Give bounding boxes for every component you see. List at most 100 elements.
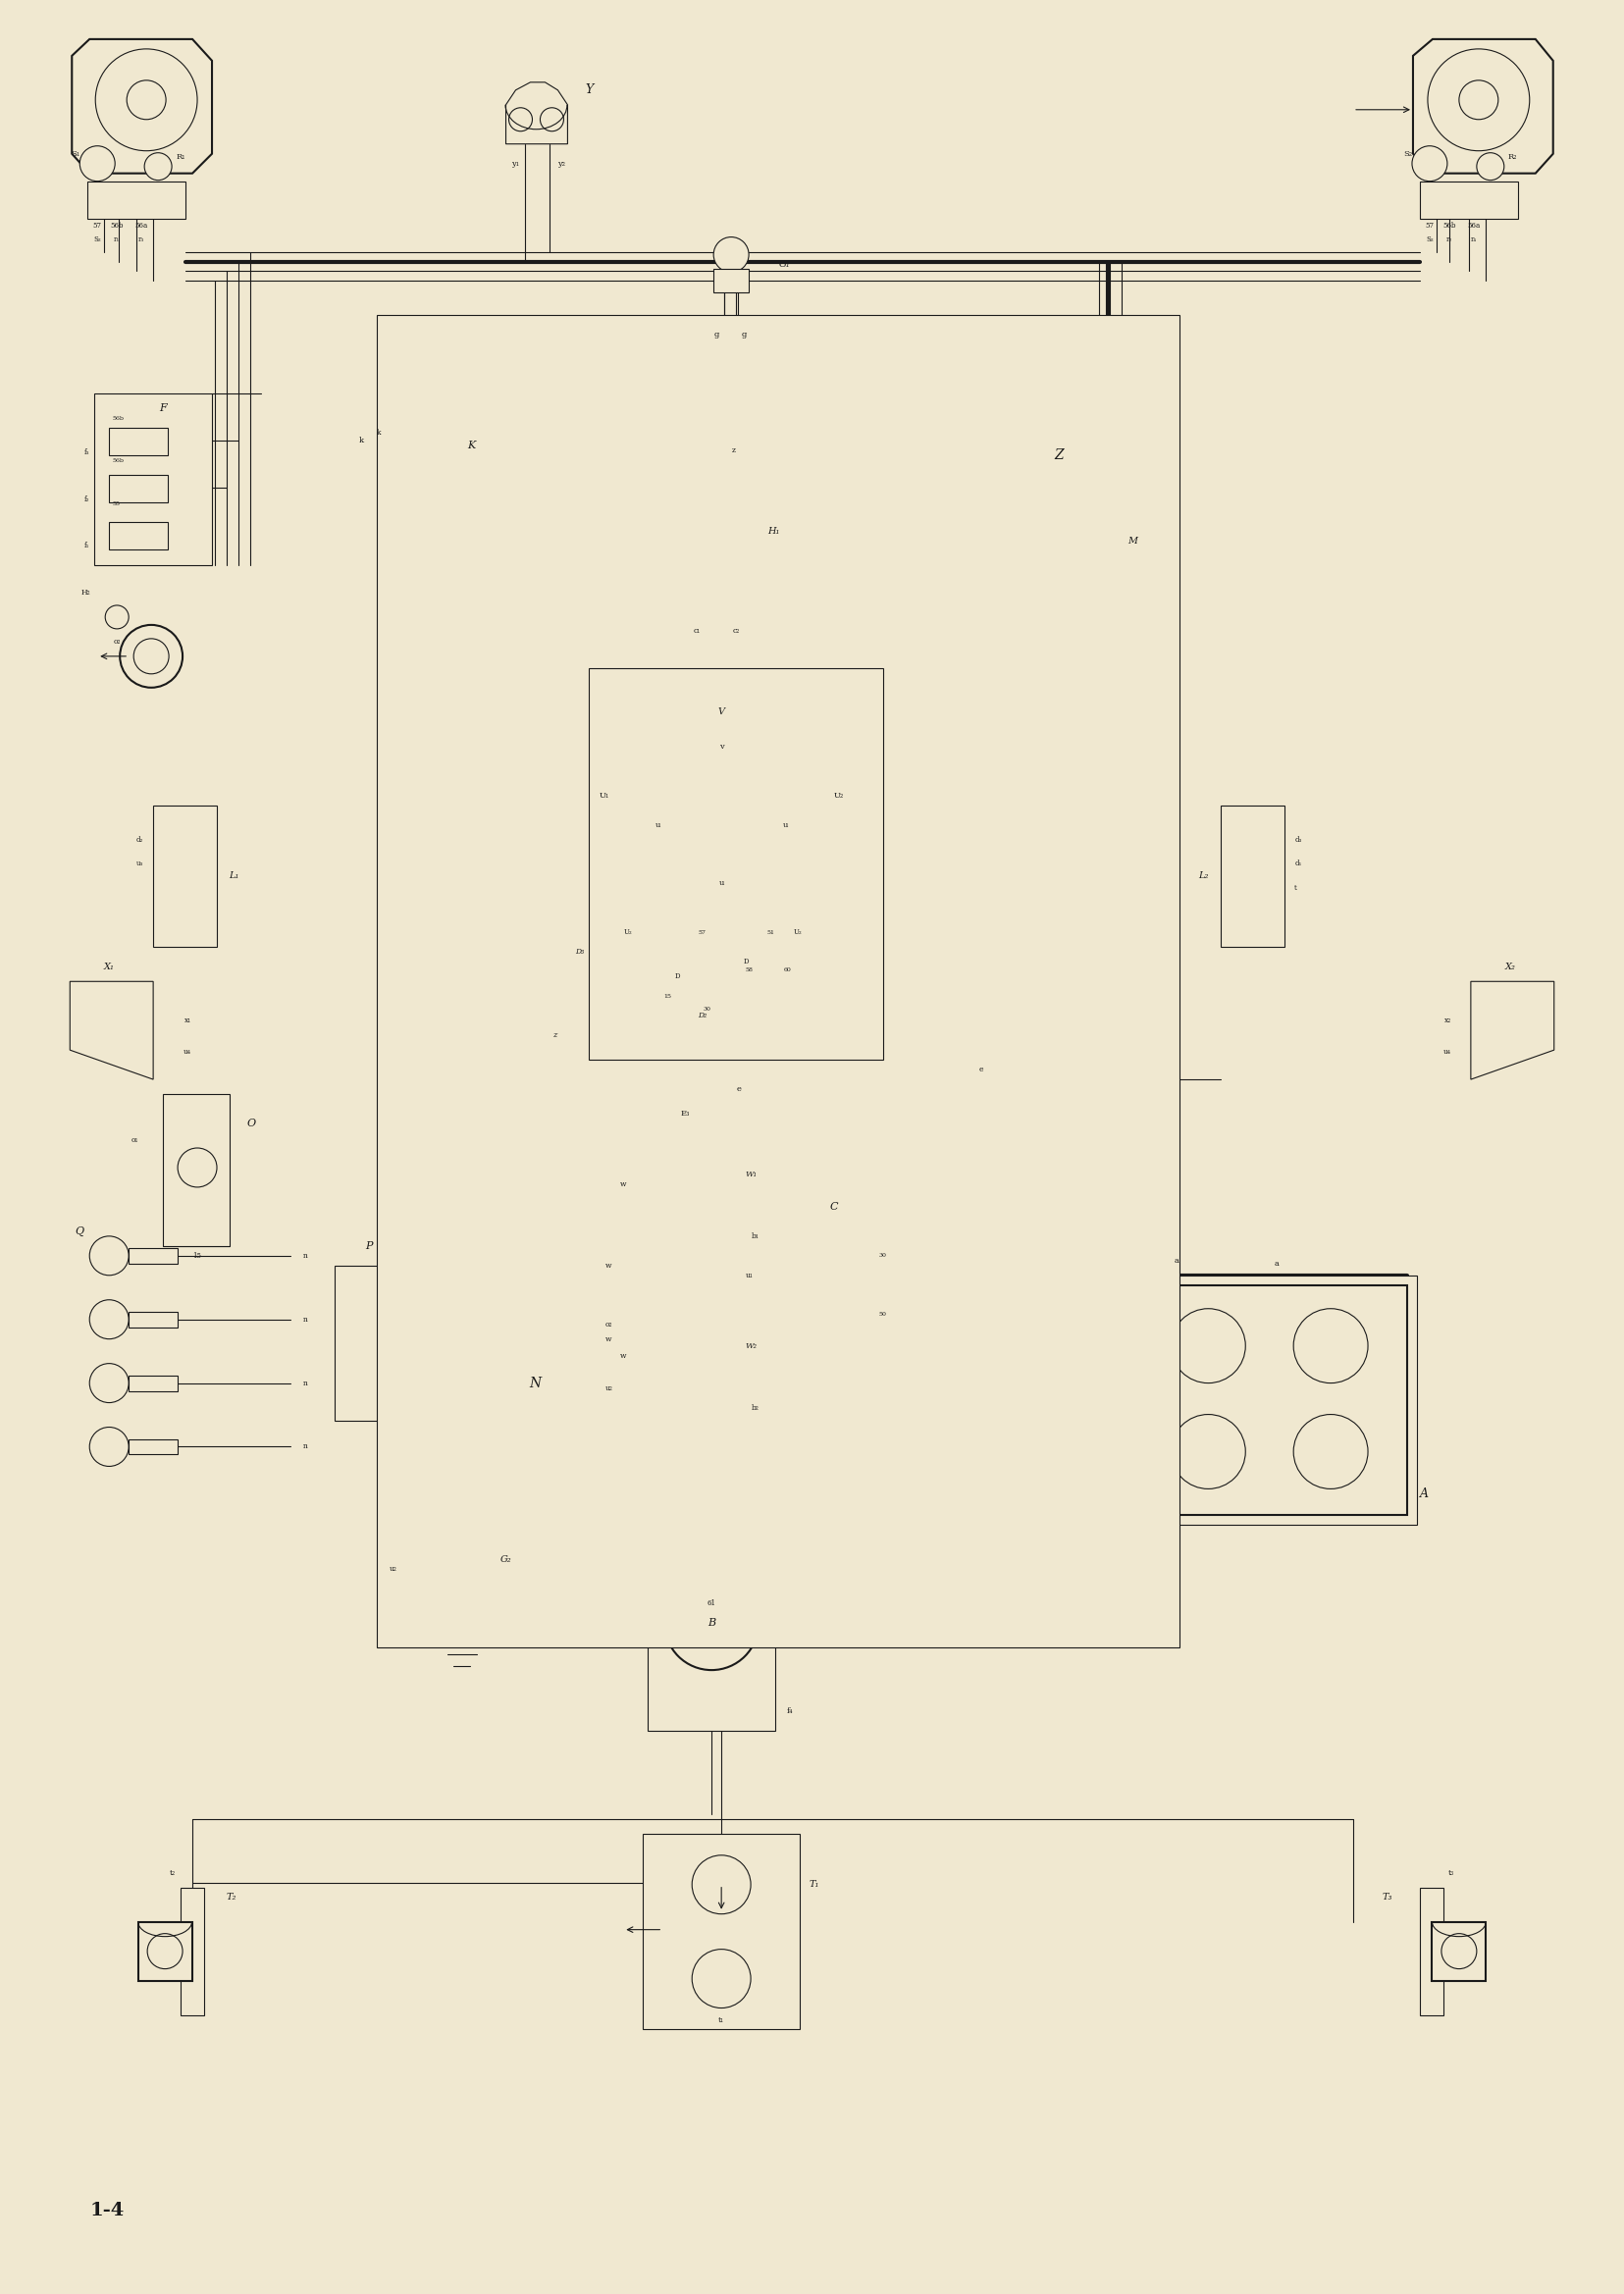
Text: W₂: W₂	[744, 1342, 757, 1349]
Text: V: V	[718, 707, 724, 716]
Text: K: K	[468, 440, 476, 450]
Circle shape	[1427, 48, 1528, 151]
Circle shape	[653, 952, 700, 1000]
Circle shape	[120, 624, 182, 688]
Text: 30: 30	[702, 1007, 710, 1012]
Circle shape	[848, 1379, 918, 1448]
Text: y₁: y₁	[512, 161, 520, 167]
Bar	[162, 1094, 229, 1246]
Circle shape	[692, 1856, 750, 1913]
Ellipse shape	[495, 677, 947, 1129]
Text: 56b: 56b	[112, 415, 123, 420]
Circle shape	[476, 1324, 594, 1443]
Text: u: u	[654, 821, 659, 828]
Text: 57: 57	[93, 220, 102, 229]
Circle shape	[713, 236, 749, 273]
Bar	[138, 1922, 192, 1980]
Text: 56b: 56b	[112, 459, 123, 463]
Bar	[643, 1833, 799, 2030]
Text: x₂: x₂	[1444, 1016, 1450, 1025]
Circle shape	[856, 1227, 909, 1282]
Text: H₁: H₁	[767, 525, 780, 535]
Text: t: t	[1294, 885, 1296, 892]
Text: F: F	[159, 404, 167, 413]
Circle shape	[89, 1236, 128, 1275]
Text: X₁: X₁	[104, 963, 114, 970]
Bar	[638, 1168, 736, 1214]
Circle shape	[127, 80, 166, 119]
Text: a: a	[1174, 1257, 1179, 1264]
Circle shape	[96, 48, 197, 151]
Text: Y: Y	[585, 83, 593, 96]
Circle shape	[505, 1353, 564, 1413]
Text: G₁: G₁	[780, 259, 791, 268]
Text: u₄: u₄	[184, 1048, 192, 1055]
Text: 15: 15	[193, 1253, 201, 1259]
Text: d₂: d₂	[136, 835, 143, 844]
Text: r₁: r₁	[114, 234, 120, 243]
Text: e: e	[978, 1067, 983, 1074]
Bar	[128, 1374, 177, 1390]
Polygon shape	[1470, 982, 1553, 1080]
Text: U₁: U₁	[598, 791, 609, 798]
Circle shape	[145, 154, 172, 181]
Text: 61: 61	[706, 1599, 716, 1608]
Circle shape	[508, 108, 533, 131]
Circle shape	[1458, 80, 1497, 119]
Text: S₁: S₁	[71, 149, 80, 158]
Text: b₂: b₂	[752, 1404, 758, 1411]
Circle shape	[692, 1177, 724, 1207]
Bar	[1147, 1285, 1406, 1516]
Text: r₃: r₃	[138, 234, 145, 243]
Text: u: u	[781, 821, 788, 828]
Bar	[128, 1248, 177, 1264]
Text: t₁: t₁	[718, 2016, 724, 2023]
Polygon shape	[505, 83, 567, 145]
Bar	[1419, 181, 1517, 218]
Text: t₂: t₂	[169, 1870, 175, 1876]
Text: 56b: 56b	[110, 220, 123, 229]
Text: N: N	[529, 1376, 541, 1390]
Circle shape	[767, 902, 828, 963]
Text: f₂: f₂	[84, 496, 89, 502]
Text: u₄: u₄	[1442, 1048, 1450, 1055]
Bar	[88, 181, 185, 218]
Circle shape	[1171, 1308, 1244, 1383]
Circle shape	[669, 523, 763, 617]
Text: k: k	[359, 436, 364, 445]
Text: g: g	[713, 330, 719, 340]
Text: z: z	[732, 447, 736, 454]
Circle shape	[1010, 427, 1078, 496]
Bar	[638, 1340, 736, 1386]
Bar	[1419, 1888, 1442, 2014]
Text: u₂: u₂	[390, 1565, 396, 1574]
Bar	[109, 523, 167, 551]
Text: H₂: H₂	[81, 590, 91, 596]
Text: u: u	[718, 879, 724, 888]
Text: R₂: R₂	[1507, 154, 1517, 161]
Circle shape	[1476, 154, 1504, 181]
Text: T₂: T₂	[226, 1893, 237, 1902]
Text: 50: 50	[879, 1312, 887, 1317]
Text: o₁: o₁	[132, 1136, 138, 1145]
Text: L₁: L₁	[229, 872, 239, 881]
Text: n: n	[302, 1379, 307, 1388]
Text: f₃: f₃	[84, 450, 89, 457]
Bar	[335, 1266, 401, 1420]
Bar	[1137, 1275, 1416, 1526]
Text: n: n	[302, 1314, 307, 1324]
Text: t₃: t₃	[1447, 1870, 1453, 1876]
Bar	[153, 805, 216, 947]
Text: d₃: d₃	[1294, 835, 1301, 844]
Text: U₂: U₂	[793, 929, 802, 936]
Text: e: e	[736, 1085, 741, 1094]
Circle shape	[177, 1147, 216, 1188]
Bar	[1138, 1487, 1163, 1507]
Text: B: B	[706, 1617, 715, 1629]
Polygon shape	[71, 39, 211, 174]
Text: 56a: 56a	[1466, 220, 1479, 229]
Text: v: v	[719, 743, 723, 750]
Text: 57: 57	[697, 929, 705, 936]
Circle shape	[534, 677, 906, 1051]
Text: k: k	[377, 429, 380, 436]
